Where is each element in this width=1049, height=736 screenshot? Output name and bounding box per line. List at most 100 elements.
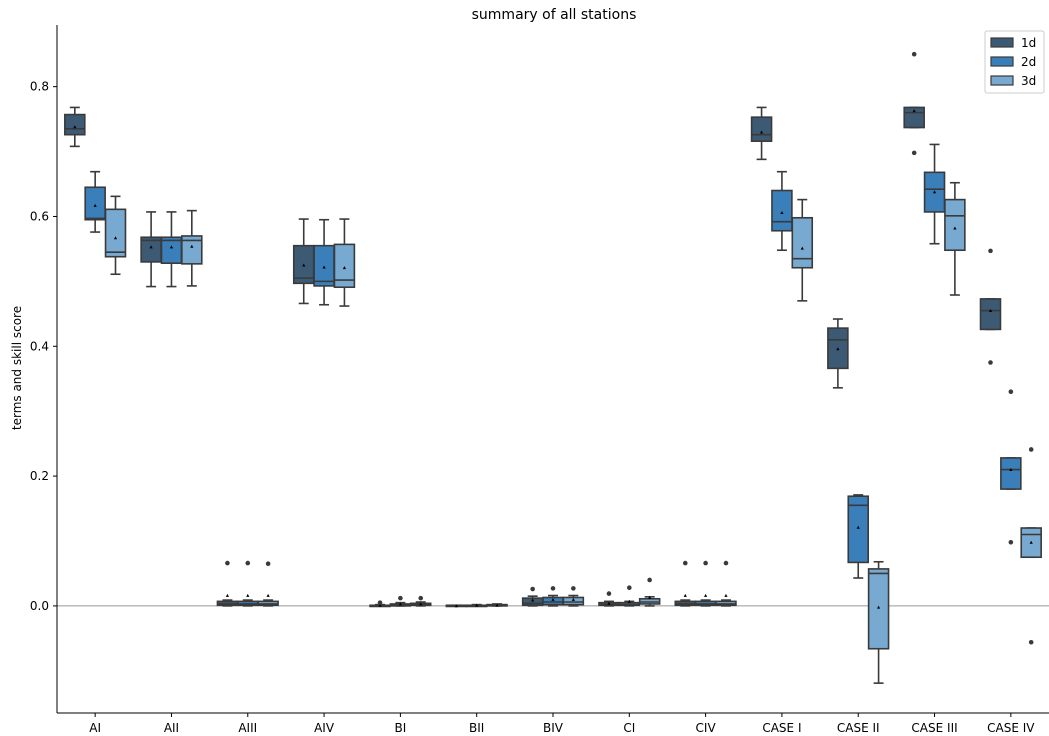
mean-marker: [571, 597, 575, 601]
box-1d-9: [750, 106, 773, 161]
legend: 1d 2d 3d: [984, 30, 1045, 94]
flier-point: [398, 595, 403, 601]
box-2d-3: [313, 218, 335, 306]
mean-marker: [953, 226, 957, 230]
box-3d-9: [791, 198, 814, 302]
box-1d-5: [445, 604, 468, 608]
mean-marker: [836, 347, 840, 351]
box-2d-5: [465, 603, 488, 608]
box-3d-11: [944, 181, 966, 296]
x-tick-label: AI: [89, 721, 101, 735]
mean-marker: [149, 245, 153, 249]
mean-marker: [683, 593, 687, 597]
x-tick-label: CASE II: [837, 721, 880, 735]
flier-point: [245, 560, 251, 566]
box-2d-11: [923, 143, 946, 245]
x-tick-label: AII: [164, 721, 179, 735]
mean-marker: [190, 244, 194, 248]
box-body: [750, 116, 773, 142]
legend-label-1d: 1d: [1021, 36, 1036, 50]
chart-title: summary of all stations: [472, 7, 637, 23]
box-1d-7: [598, 591, 620, 607]
legend-label-3d: 3d: [1021, 74, 1036, 88]
mean-marker: [607, 601, 611, 605]
box-2d-10: [847, 494, 870, 579]
mean-marker: [398, 602, 402, 606]
mean-marker: [454, 604, 458, 608]
flier-point: [988, 248, 993, 254]
box-2d-9: [771, 170, 793, 252]
box-3d-4: [409, 595, 432, 607]
box-3d-6: [562, 586, 585, 607]
flier-point: [225, 560, 230, 566]
x-tick-label: CASE III: [911, 721, 957, 735]
box-body: [847, 495, 870, 564]
mean-marker: [531, 598, 535, 602]
y-tick-label: 0.0: [30, 599, 49, 613]
mean-marker: [322, 265, 326, 269]
mean-marker: [246, 593, 250, 597]
mean-marker: [378, 603, 382, 607]
flier-point: [911, 150, 917, 156]
flier-point: [1008, 539, 1014, 545]
box-body: [104, 208, 127, 258]
legend-label-2d: 2d: [1021, 55, 1036, 69]
box-3d-0: [104, 195, 127, 276]
box-body: [84, 186, 106, 221]
mean-marker: [780, 210, 784, 214]
mean-marker: [93, 203, 97, 207]
box-body: [181, 235, 203, 265]
box-body: [944, 198, 966, 252]
box-2d-8: [694, 560, 717, 607]
mean-marker: [988, 308, 993, 312]
mean-marker: [1009, 468, 1013, 472]
mean-marker: [800, 246, 804, 250]
box-3d-5: [486, 603, 508, 607]
mean-marker: [704, 593, 708, 597]
flier-point: [647, 577, 652, 583]
mean-marker: [551, 597, 555, 601]
mean-marker: [648, 595, 652, 599]
flier-point: [703, 560, 708, 566]
box-3d-8: [715, 560, 737, 607]
box-body: [333, 243, 356, 289]
mean-marker: [266, 593, 270, 597]
box-3d-1: [181, 209, 203, 287]
box-2d-7: [618, 585, 641, 607]
box-1d-10: [827, 318, 849, 389]
mean-marker: [856, 525, 860, 529]
flier-point: [911, 51, 917, 57]
box-3d-3: [333, 218, 356, 307]
y-tick-label: 0.2: [30, 469, 49, 483]
mean-marker: [419, 602, 423, 606]
box-1d-4: [369, 600, 391, 608]
mean-marker: [627, 599, 631, 603]
flier-point: [377, 600, 383, 605]
mean-marker: [225, 593, 230, 597]
flier-point: [988, 360, 993, 365]
x-tick-label: CIV: [696, 721, 717, 735]
mean-marker: [169, 245, 174, 249]
box-1d-2: [216, 560, 239, 607]
x-tick-label: AIV: [314, 721, 335, 735]
flier-point: [571, 586, 576, 591]
mean-marker: [495, 603, 499, 607]
mean-marker: [73, 125, 77, 129]
box-3d-7: [638, 577, 661, 607]
flier-point: [1028, 639, 1034, 645]
flier-point: [265, 561, 271, 567]
y-axis-label: terms and skill score: [10, 306, 24, 430]
box-body: [1000, 457, 1022, 490]
legend-swatch-1d: [990, 37, 1014, 48]
box-body: [791, 216, 814, 269]
box-1d-6: [521, 586, 544, 607]
flier-point: [418, 595, 424, 601]
mean-marker: [876, 605, 881, 609]
x-tick-label: CASE I: [762, 721, 801, 735]
box-2d-6: [542, 586, 564, 607]
mean-marker: [342, 266, 347, 270]
mean-marker: [724, 593, 728, 597]
box-2d-12: [1000, 389, 1022, 545]
box-1d-11: [903, 51, 925, 156]
